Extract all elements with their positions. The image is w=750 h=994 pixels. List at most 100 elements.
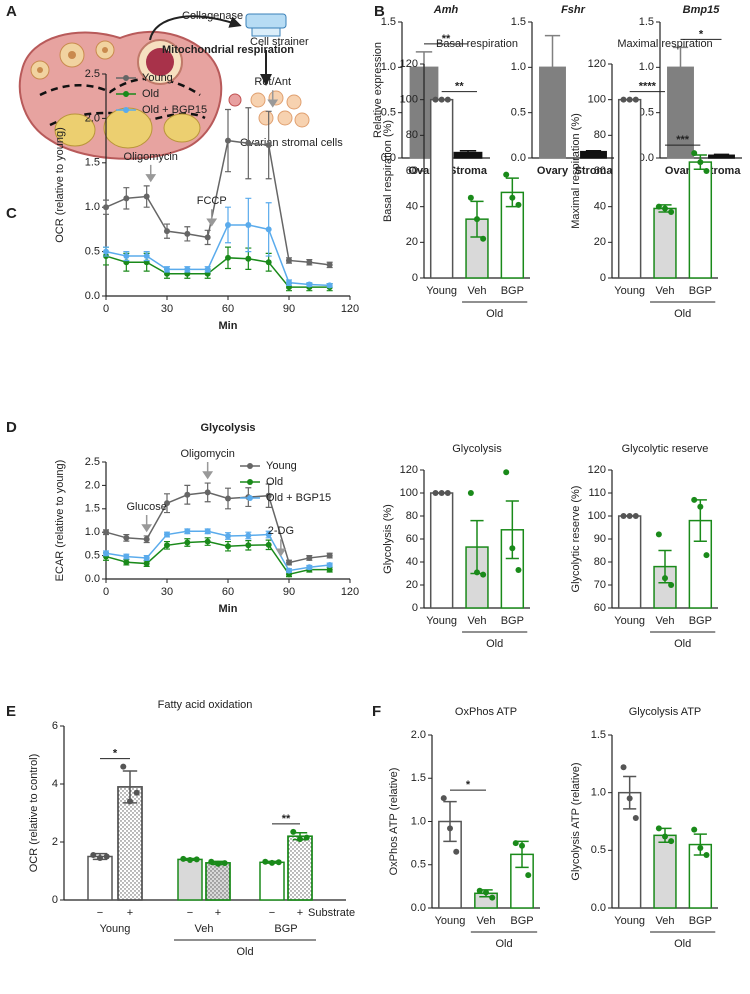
annotation: Rot/Ant bbox=[254, 76, 291, 88]
x-tick-label: − bbox=[269, 907, 275, 919]
data-point bbox=[655, 531, 662, 538]
x-tick-label: 90 bbox=[283, 586, 295, 598]
data-point bbox=[225, 221, 231, 228]
error-bar bbox=[585, 149, 602, 152]
y-tick-label: 0.0 bbox=[85, 290, 100, 302]
x-tick-label: BGP bbox=[501, 615, 524, 627]
data-point bbox=[120, 763, 127, 770]
x-tick-label: Veh bbox=[656, 285, 675, 297]
data-point bbox=[509, 545, 516, 552]
x-tick-label: + bbox=[215, 907, 221, 919]
significance-label: * bbox=[699, 28, 704, 40]
y-axis-label: Maximal respiration (%) bbox=[570, 113, 582, 229]
data-point bbox=[221, 860, 228, 867]
data-point bbox=[632, 815, 639, 822]
data-point bbox=[265, 541, 272, 548]
x-tick-label: Veh bbox=[468, 615, 487, 627]
data-point bbox=[286, 257, 292, 264]
data-point bbox=[703, 552, 710, 559]
data-point bbox=[90, 852, 97, 859]
x-tick-label: Young bbox=[614, 915, 645, 927]
y-tick-label: 40 bbox=[594, 201, 606, 213]
series-line bbox=[105, 530, 330, 572]
y-tick-label: 2.0 bbox=[85, 112, 100, 124]
y-tick-label: 0.0 bbox=[411, 902, 426, 914]
legend-label: Young bbox=[266, 460, 297, 472]
data-point bbox=[225, 254, 231, 261]
y-axis-label: Glycolysis ATP (relative) bbox=[570, 762, 582, 880]
y-tick-label: 60 bbox=[406, 533, 418, 545]
data-point bbox=[184, 539, 191, 546]
series-line bbox=[105, 255, 330, 288]
y-axis-label: OCR (relative to control) bbox=[28, 754, 40, 873]
y-tick-label: 90 bbox=[594, 533, 606, 545]
x-tick-label: Veh bbox=[656, 615, 675, 627]
data-point bbox=[662, 833, 668, 840]
data-point bbox=[286, 559, 292, 566]
x-tick-label: Young bbox=[426, 615, 457, 627]
x-tick-label: Stroma bbox=[449, 165, 488, 177]
y-tick-label: 0.0 bbox=[639, 152, 654, 164]
x-tick-label: 90 bbox=[283, 303, 295, 315]
data-point bbox=[703, 168, 710, 174]
data-point bbox=[326, 282, 333, 289]
y-tick-label: 100 bbox=[588, 510, 606, 522]
data-point bbox=[225, 495, 231, 502]
bar bbox=[653, 834, 677, 909]
legend-label: Young bbox=[142, 72, 173, 84]
data-point bbox=[691, 496, 698, 503]
data-point bbox=[265, 142, 272, 149]
x-tick-label: 0 bbox=[103, 586, 109, 598]
illustration-label: Collagenase bbox=[182, 10, 243, 22]
significance-label: * bbox=[113, 748, 118, 760]
data-point bbox=[97, 854, 103, 861]
y-tick-label: 40 bbox=[406, 201, 418, 213]
data-point bbox=[225, 137, 231, 144]
y-tick-label: 1.0 bbox=[411, 815, 426, 827]
supergroup-label: Old bbox=[486, 638, 503, 650]
series-line bbox=[105, 224, 330, 287]
data-point bbox=[164, 542, 170, 549]
y-tick-label: 1.5 bbox=[639, 16, 654, 28]
panel-letter: D bbox=[6, 419, 17, 436]
data-point bbox=[103, 853, 110, 860]
x-tick-label: Young bbox=[435, 915, 466, 927]
supergroup-label: Old bbox=[236, 946, 253, 958]
data-point bbox=[440, 795, 447, 802]
data-point bbox=[286, 279, 292, 286]
data-point bbox=[326, 566, 333, 573]
chart-title: Basal respiration bbox=[436, 38, 518, 50]
data-point bbox=[103, 550, 109, 557]
annotation-arrow bbox=[145, 164, 157, 183]
x-tick-label: Veh bbox=[656, 915, 675, 927]
y-tick-label: 100 bbox=[588, 94, 606, 106]
x-tick-label: 30 bbox=[161, 586, 173, 598]
y-axis-label: ECAR (relative to young) bbox=[54, 460, 66, 582]
y-tick-label: 0.5 bbox=[591, 844, 606, 856]
data-point bbox=[184, 528, 191, 535]
data-point bbox=[297, 836, 303, 843]
x-tick-label: 30 bbox=[161, 303, 173, 315]
error-bar bbox=[544, 34, 561, 68]
y-tick-label: 70 bbox=[594, 579, 606, 591]
data-point bbox=[432, 96, 439, 103]
y-axis-label: OCR (relative to young) bbox=[54, 127, 66, 243]
group-label: Young bbox=[100, 923, 131, 935]
data-point bbox=[143, 536, 150, 543]
significance-label: ** bbox=[455, 81, 464, 93]
group-label: BGP bbox=[274, 923, 297, 935]
data-point bbox=[164, 531, 170, 538]
y-tick-label: 0 bbox=[412, 272, 418, 284]
panel-letter: F bbox=[372, 703, 381, 720]
bar bbox=[617, 515, 642, 609]
significance-label: **** bbox=[639, 81, 657, 93]
y-tick-label: 2.0 bbox=[85, 479, 100, 491]
y-tick-label: 1.0 bbox=[591, 787, 606, 799]
bar bbox=[617, 791, 642, 909]
bar bbox=[653, 207, 677, 279]
y-tick-label: 40 bbox=[406, 556, 418, 568]
y-tick-label: 0.5 bbox=[381, 107, 396, 119]
x-tick-label: Ovary bbox=[537, 165, 569, 177]
x-tick-label: − bbox=[187, 907, 193, 919]
x-tick-label: Young bbox=[614, 285, 645, 297]
